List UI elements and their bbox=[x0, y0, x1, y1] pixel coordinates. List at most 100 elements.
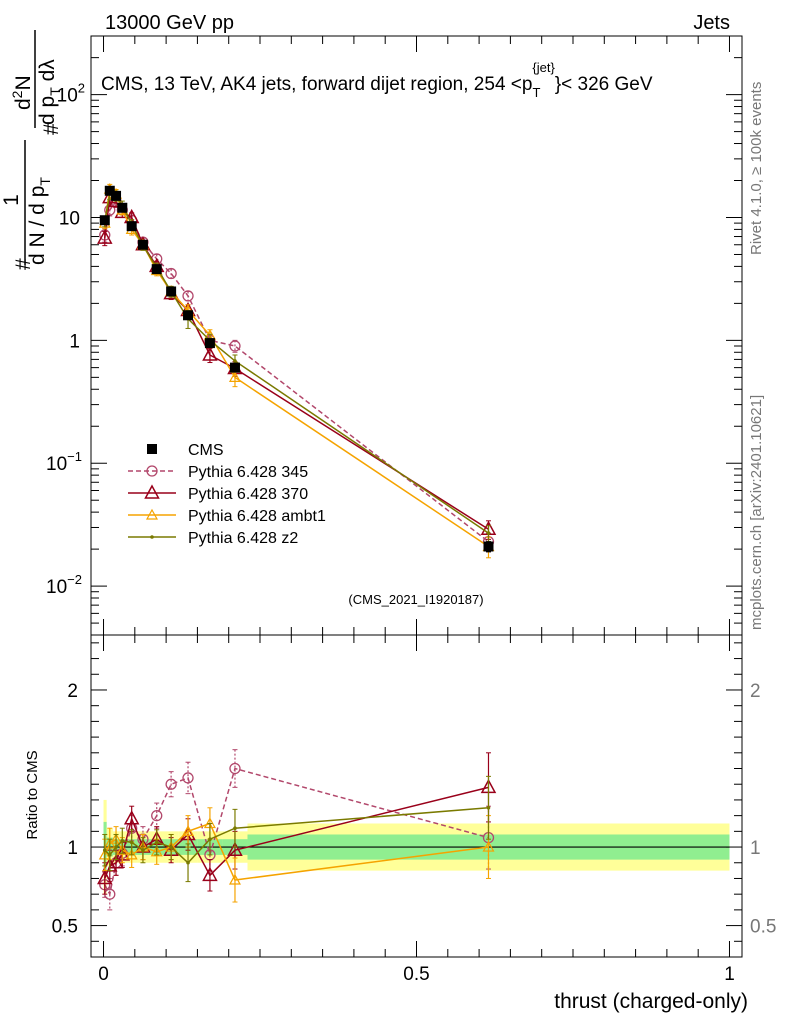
main-series bbox=[97, 182, 497, 559]
watermark: (CMS_2021_I1920187) bbox=[348, 592, 483, 607]
main-y-axis-label: # 1 d N / d pT # d2N d pT dλ bbox=[0, 30, 63, 270]
marker-circle bbox=[151, 809, 163, 822]
legend-item: Pythia 6.428 370 bbox=[128, 484, 308, 503]
marker-dot bbox=[129, 840, 134, 845]
marker-dot bbox=[114, 845, 118, 849]
plot-title-suffix: }< 326 GeV bbox=[555, 74, 653, 95]
ylabel-bot-den-main: d N / d p bbox=[26, 186, 49, 265]
y-tick-label: 2 bbox=[67, 681, 78, 702]
marker-triangle-small bbox=[228, 873, 241, 885]
ylabel-top-num-d: d bbox=[12, 98, 35, 110]
legend-label: Pythia 6.428 ambt1 bbox=[188, 508, 326, 525]
y-tick-label: 102 bbox=[57, 81, 85, 107]
marker-circle bbox=[229, 340, 241, 352]
marker-triangle bbox=[202, 346, 218, 361]
marker-triangle-small bbox=[228, 371, 241, 382]
ratio-y-axis-label: Ratio to CMS bbox=[24, 750, 41, 839]
marker-triangle-small bbox=[145, 508, 159, 520]
x-tick-label: 0.5 bbox=[403, 964, 429, 985]
marker-circle bbox=[229, 762, 241, 775]
ylabel-top-den-tail: dλ bbox=[36, 59, 59, 88]
plot-title: CMS, 13 TeV, AK4 jets, forward dijet reg… bbox=[101, 60, 653, 100]
ylabel-top-den-sub: T bbox=[47, 87, 63, 96]
marker-square bbox=[117, 202, 128, 213]
marker-triangle bbox=[227, 841, 243, 856]
ylabel-bot-den-sub: T bbox=[37, 177, 53, 186]
series-pythia-6-428-z2 bbox=[102, 775, 491, 883]
ylabel-top-den-main: d p bbox=[36, 96, 59, 125]
marker-square bbox=[147, 444, 157, 454]
y-tick-label-right: 0.5 bbox=[750, 917, 776, 938]
series-line bbox=[104, 822, 489, 881]
x-axis-label: thrust (charged-only) bbox=[554, 990, 748, 1013]
legend-label: Pythia 6.428 370 bbox=[188, 486, 308, 503]
marker-circle bbox=[182, 772, 194, 784]
marker-dot bbox=[486, 531, 491, 535]
marker-triangle-small bbox=[482, 840, 495, 852]
y-tick-label: 1 bbox=[67, 838, 78, 859]
y-tick-label: 10−2 bbox=[46, 572, 82, 598]
ratio-panel: 0 0.5 1 0.5 0.5 1 1 2 2 bbox=[52, 634, 776, 985]
y-tick-label-right: 2 bbox=[750, 681, 761, 702]
legend-label: Pythia 6.428 345 bbox=[188, 464, 308, 481]
marker-square bbox=[151, 264, 162, 275]
marker-circle bbox=[146, 465, 158, 477]
marker-square bbox=[166, 286, 177, 297]
ylabel-bot-den: d N / d pT bbox=[26, 177, 53, 265]
marker-dot bbox=[208, 837, 212, 841]
marker-dot bbox=[169, 845, 173, 849]
marker-square bbox=[111, 190, 122, 201]
marker-square bbox=[126, 221, 137, 232]
ylabel-hash-left: # bbox=[12, 258, 35, 270]
marker-dot bbox=[186, 860, 190, 865]
marker-triangle bbox=[97, 229, 113, 244]
mcplots-label: mcplots.cern.ch [arXiv:2401.10621] bbox=[748, 395, 765, 630]
main-ticks: 10−2 10−1 1 10 102 bbox=[46, 35, 742, 636]
y-tick-label: 10 bbox=[59, 208, 80, 229]
marker-square bbox=[137, 239, 148, 250]
marker-square bbox=[183, 310, 194, 321]
plot-title-prefix: CMS, 13 TeV, AK4 jets, forward dijet reg… bbox=[101, 74, 532, 95]
header-right: Jets bbox=[693, 12, 730, 34]
marker-triangle bbox=[108, 854, 124, 869]
marker-triangle bbox=[202, 866, 218, 882]
marker-circle bbox=[165, 267, 177, 280]
y-tick-label: 0.5 bbox=[52, 917, 78, 938]
marker-dot bbox=[150, 535, 154, 539]
marker-square bbox=[229, 362, 240, 373]
marker-dot bbox=[233, 359, 237, 363]
y-tick-label-right: 1 bbox=[750, 838, 761, 859]
x-tick-label: 1 bbox=[724, 964, 735, 985]
rivet-label: Rivet 4.1.0, ≥ 100k events bbox=[748, 82, 765, 255]
plot-title-sup: {jet} bbox=[532, 60, 555, 75]
marker-square bbox=[99, 215, 110, 226]
series-cms bbox=[99, 185, 494, 553]
ylabel-top-num-n: N bbox=[12, 75, 35, 90]
marker-dot bbox=[141, 848, 145, 852]
main-panel: 10−2 10−1 1 10 102 CMS, 13 TeV, AK4 jets, fo… bbox=[46, 35, 743, 636]
ratio-ticks: 0 0.5 1 0.5 0.5 1 1 2 2 bbox=[52, 635, 776, 985]
legend-label: CMS bbox=[188, 442, 224, 459]
marker-triangle bbox=[97, 869, 113, 885]
legend-label: Pythia 6.428 z2 bbox=[188, 530, 298, 547]
marker-circle bbox=[182, 290, 194, 302]
ylabel-hash-mid: # bbox=[40, 123, 63, 135]
ratio-series bbox=[97, 749, 497, 911]
legend: CMS Pythia 6.428 345 Pythia 6.428 370 Pythi… bbox=[128, 442, 326, 547]
marker-triangle-small bbox=[150, 845, 163, 857]
marker-dot bbox=[102, 848, 107, 852]
legend-item: Pythia 6.428 z2 bbox=[128, 530, 298, 547]
marker-dot bbox=[154, 840, 159, 845]
ylabel-top-num: d2N bbox=[9, 75, 35, 110]
marker-dot bbox=[120, 838, 125, 843]
y-tick-label: 1 bbox=[69, 331, 80, 352]
series-line bbox=[104, 786, 489, 879]
marker-triangle-small bbox=[116, 843, 129, 855]
marker-circle bbox=[165, 778, 177, 790]
y-tick-label: 10−1 bbox=[46, 449, 82, 475]
legend-item: Pythia 6.428 345 bbox=[128, 464, 308, 481]
legend-item: Pythia 6.428 ambt1 bbox=[128, 508, 326, 525]
ylabel-one: 1 bbox=[0, 194, 23, 206]
marker-square bbox=[483, 541, 494, 552]
ylabel-top-den: d pT dλ bbox=[36, 59, 63, 125]
